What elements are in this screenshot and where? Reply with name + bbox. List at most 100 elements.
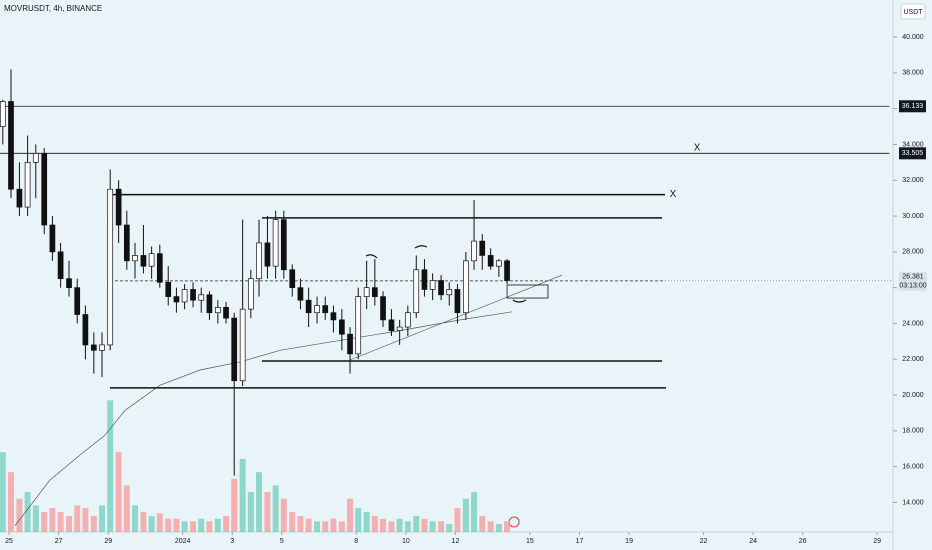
drawing-arc (365, 254, 378, 259)
volume-bar (74, 505, 81, 532)
candle-body (82, 314, 89, 346)
volume-bar (462, 498, 469, 532)
trendline (349, 274, 563, 361)
x-tick-label: 10 (402, 538, 410, 545)
volume-bar (504, 521, 511, 532)
candle-body (388, 319, 395, 331)
candle-body (165, 281, 172, 297)
candle-body (198, 294, 205, 301)
volume-bar (380, 518, 387, 532)
currency-box (900, 3, 926, 20)
x-tick-label: 17 (576, 538, 584, 545)
volume-bar (438, 521, 445, 532)
y-tick-label: 30.000 (902, 213, 924, 220)
x-tick-label: 24 (749, 538, 757, 545)
candle-body (396, 326, 403, 331)
volume-bar (495, 524, 502, 532)
y-tick-label: 14.000 (902, 499, 924, 506)
y-tick-label: 32.000 (902, 177, 924, 184)
volume-bar (264, 492, 271, 532)
volume-bar (198, 518, 205, 532)
y-tick-label: 28.000 (902, 249, 924, 256)
x-tick-label: 27 (55, 538, 63, 545)
candle-body (156, 253, 163, 283)
candle-body (454, 289, 461, 314)
volume-bar (322, 521, 329, 532)
volume-bar (16, 498, 23, 532)
candle-body (115, 188, 122, 226)
x-tick-label: 19 (625, 538, 633, 545)
x-tick-label: 2024 (175, 538, 191, 545)
candle-body (504, 260, 510, 281)
x-tick-label: 29 (873, 538, 881, 545)
annotation: X (670, 189, 677, 200)
candle-body (297, 287, 304, 301)
x-tick-label: 3 (230, 538, 234, 545)
candle-body (148, 253, 155, 267)
volume-bar (272, 485, 279, 532)
volume-bar (24, 492, 31, 532)
y-tick-label: 38.000 (902, 70, 924, 77)
candle-body (214, 306, 221, 314)
volume-bar (32, 505, 39, 532)
candle-body (404, 312, 411, 328)
candle-body (223, 306, 229, 319)
volume-bar (123, 485, 130, 532)
candle-body (272, 219, 279, 267)
candle-body (140, 255, 147, 267)
price-label-box (899, 147, 926, 160)
volume-bar (363, 512, 370, 532)
candle-body (16, 188, 23, 208)
candle-body (496, 260, 502, 267)
candle-body (247, 278, 254, 310)
candle-body (99, 344, 105, 351)
volume-bar (165, 518, 172, 532)
candle-body (322, 305, 329, 314)
candle-body (74, 287, 81, 315)
y-tick-label: 40.000 (902, 34, 924, 41)
candle-body (305, 299, 312, 314)
volume-bar (297, 516, 304, 532)
volume-bar (471, 492, 478, 532)
volume-bar (487, 521, 494, 532)
volume-bar (148, 516, 155, 532)
volume-bar (115, 452, 122, 532)
candle-body (256, 242, 262, 280)
volume-bar (181, 521, 188, 532)
candle-body (190, 289, 196, 301)
volume-bar (49, 508, 56, 532)
y-tick-label: 16.000 (902, 464, 924, 471)
candle-body (280, 219, 287, 271)
volume-bar (289, 512, 296, 532)
candle-body (471, 240, 477, 262)
x-tick-label: 25 (5, 538, 13, 545)
candle-body (479, 240, 486, 256)
volume-bar (371, 516, 378, 532)
candle-body (49, 224, 56, 253)
candle-body (66, 278, 72, 289)
volume-bar (0, 452, 6, 532)
candle-body (206, 294, 213, 314)
candle-body (41, 153, 48, 226)
volume-bar (214, 518, 221, 532)
y-tick-label: 34.000 (902, 141, 924, 148)
volume-bar (239, 458, 246, 532)
volume-bar (206, 521, 213, 532)
x-tick-label: 15 (526, 538, 534, 545)
x-tick-label: 8 (354, 538, 358, 545)
price-label: 36.133 (902, 103, 924, 110)
volume-bar (280, 498, 287, 532)
volume-bar (479, 516, 486, 532)
candle-body (339, 319, 345, 335)
y-tick-label: 22.000 (902, 356, 924, 363)
volume-bar (404, 521, 411, 532)
currency: USDT (903, 9, 923, 16)
volume-bar (107, 400, 114, 532)
x-tick-label: 29 (104, 538, 112, 545)
last-price-box (899, 271, 927, 291)
candle-body (487, 255, 494, 267)
annotation: X (694, 143, 701, 154)
volume-bar (247, 492, 254, 532)
candle-body (0, 101, 6, 127)
